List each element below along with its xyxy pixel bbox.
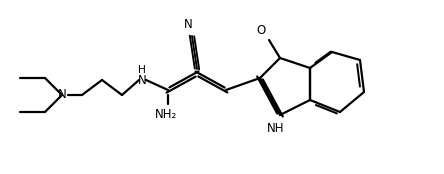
Text: N: N (184, 18, 192, 30)
Text: H: H (138, 65, 146, 75)
Text: NH₂: NH₂ (155, 108, 177, 121)
Text: N: N (58, 89, 66, 101)
Text: O: O (256, 23, 266, 37)
Text: NH: NH (267, 122, 285, 136)
Text: N: N (138, 73, 147, 86)
